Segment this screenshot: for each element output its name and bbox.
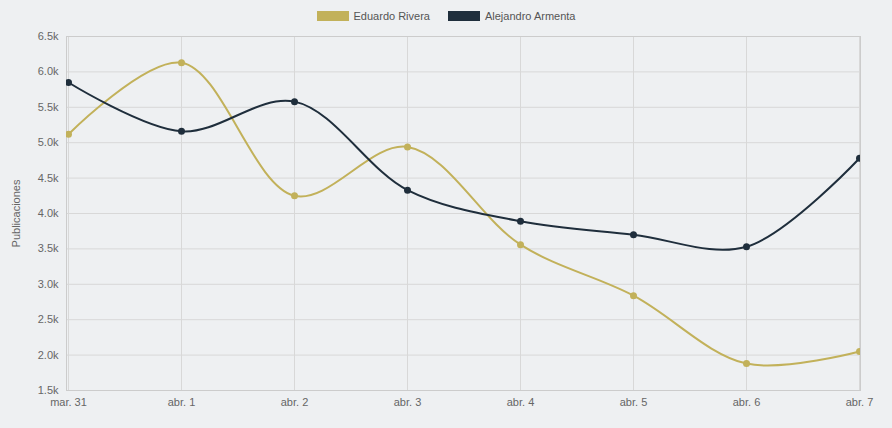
svg-text:mar. 31: mar. 31: [50, 396, 87, 408]
svg-text:6.5k: 6.5k: [38, 30, 59, 42]
svg-text:abr. 3: abr. 3: [394, 396, 422, 408]
svg-text:1.5k: 1.5k: [38, 384, 59, 396]
svg-text:4.5k: 4.5k: [38, 172, 59, 184]
html-text:Alejandro Armenta: Alejandro Armenta: [485, 10, 576, 22]
svg-text:6.0k: 6.0k: [38, 65, 59, 77]
svg-text:5.0k: 5.0k: [38, 136, 59, 148]
svg-text:abr. 5: abr. 5: [620, 396, 648, 408]
svg-text:abr. 1: abr. 1: [168, 396, 196, 408]
svg-text:3.5k: 3.5k: [38, 242, 59, 254]
svg-text:abr. 4: abr. 4: [507, 396, 535, 408]
svg-text:abr. 6: abr. 6: [733, 396, 761, 408]
svg-text:3.0k: 3.0k: [38, 278, 59, 290]
svg-text:Publicaciones: Publicaciones: [10, 179, 22, 247]
svg-text:abr. 7: abr. 7: [846, 396, 874, 408]
svg-text:5.5k: 5.5k: [38, 101, 59, 113]
svg-text:abr. 2: abr. 2: [281, 396, 309, 408]
svg-text:2.0k: 2.0k: [38, 349, 59, 361]
svg-text:2.5k: 2.5k: [38, 313, 59, 325]
svg-text:4.0k: 4.0k: [38, 207, 59, 219]
html-text:Eduardo Rivera: Eduardo Rivera: [353, 10, 430, 22]
